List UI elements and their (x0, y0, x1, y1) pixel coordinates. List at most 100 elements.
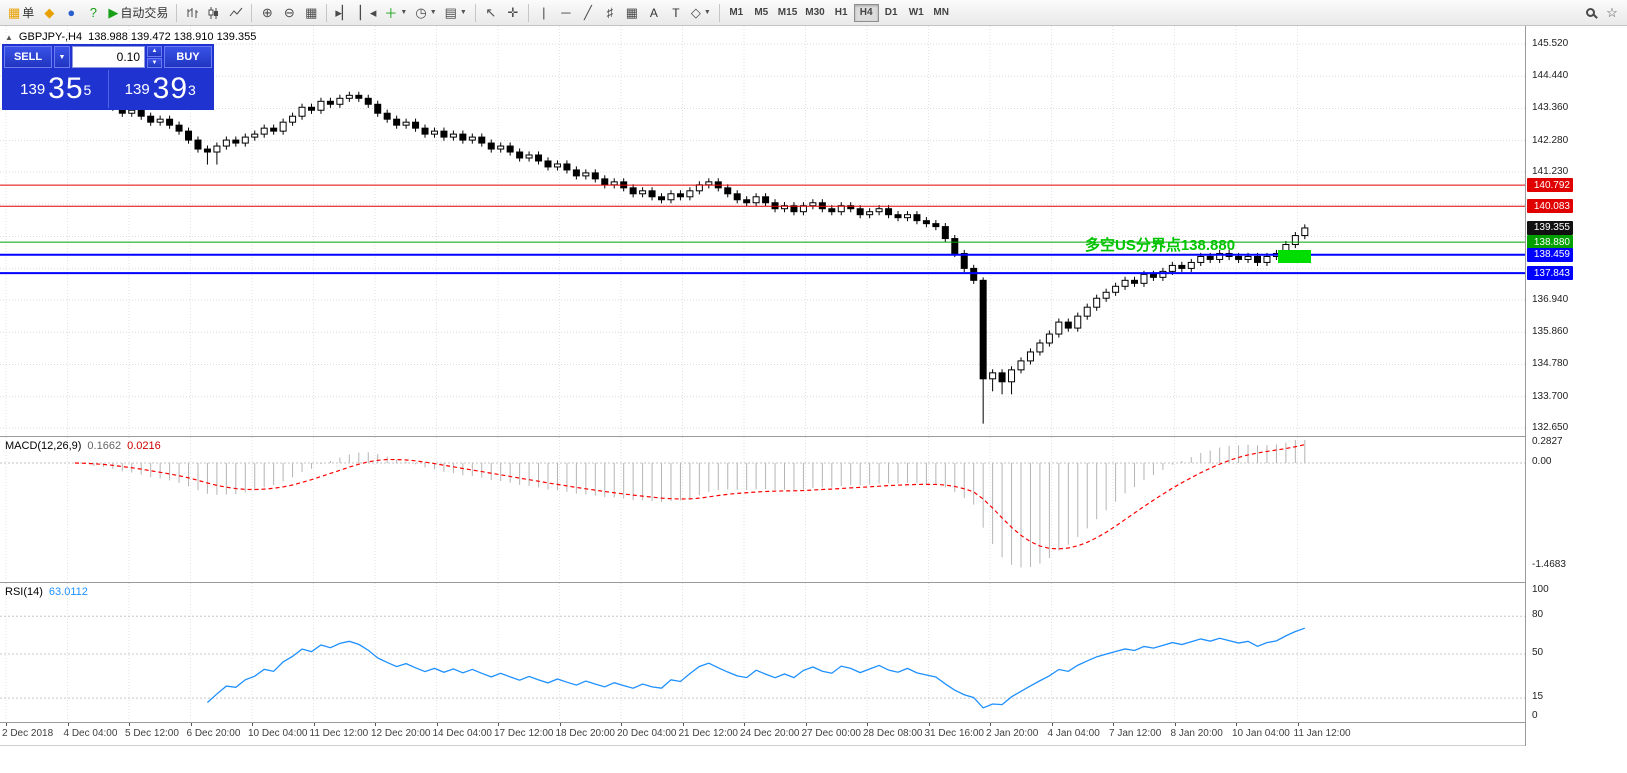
time-label: 11 Jan 12:00 (1293, 728, 1351, 739)
candlestick-button[interactable] (203, 2, 225, 24)
templates-button[interactable]: ▤ ▼ (441, 2, 471, 24)
clock-icon: ◷ (415, 4, 427, 20)
star-icon: ☆ (1606, 4, 1618, 20)
time-tick (436, 723, 438, 726)
time-label: 7 Jan 12:00 (1109, 728, 1162, 739)
time-tick (559, 723, 561, 726)
cursor-button[interactable]: ↖ (480, 2, 502, 24)
trendline-icon: ╱ (583, 4, 592, 20)
shapes-button[interactable]: ◇ ▼ (687, 2, 715, 24)
macd-panel[interactable]: MACD(12,26,9) 0.1662 0.0216 (0, 436, 1525, 581)
macd-main-value: 0.1662 (87, 440, 122, 452)
community-button[interactable]: ● (60, 2, 82, 24)
macd-name: MACD(12,26,9) (5, 440, 82, 452)
favorites-button[interactable]: ☆ (1601, 2, 1623, 24)
chart-shift-button[interactable]: ▏◂ (356, 2, 381, 24)
price-divider (107, 70, 109, 108)
auto-scroll-icon: ▸▏ (335, 4, 352, 20)
timeframe-group: M1 M5 M15 M30 H1 H4 D1 W1 MN (724, 3, 954, 22)
help-button[interactable]: ? (82, 2, 104, 24)
indicators-button[interactable]: ＋ ▼ (380, 2, 411, 24)
zoom-out-button[interactable]: ⊖ (278, 2, 300, 24)
person-icon: ● (67, 5, 76, 20)
chevron-down-icon: ▼ (703, 9, 711, 16)
vline-button[interactable]: | (533, 2, 555, 24)
toolbar: ▦ 单 ◆ ● ? ▶ 自动交易 ⊕ ⊖ ▦ ▸▏ ▏◂ ＋ ▼ ◷ ▼ ▤ ▼ ↖ (0, 0, 1627, 26)
time-tick (682, 723, 684, 726)
text-tool-button[interactable]: A (643, 2, 665, 24)
chart-header: ▲ GBPJPY-,H4 138.988 139.472 138.910 139… (5, 31, 256, 43)
highlight-rectangle[interactable] (1278, 250, 1311, 263)
crosshair-icon: ✛ (507, 4, 519, 20)
trade-panel-controls: SELL ▼ 0.10 ▲ ▼ BUY (4, 46, 212, 68)
rsi-panel[interactable]: RSI(14) 63.0112 (0, 582, 1525, 721)
volume-down-button[interactable]: ▼ (147, 57, 162, 68)
timeframe-w1[interactable]: W1 (908, 7, 924, 18)
auto-scroll-button[interactable]: ▸▏ (331, 2, 356, 24)
bar-chart-button[interactable] (181, 2, 203, 24)
time-label: 5 Dec 12:00 (125, 728, 179, 739)
ask-price[interactable]: 139 39 3 (109, 70, 213, 108)
template-icon: ▤ (444, 4, 457, 20)
text-label-button[interactable]: T (665, 2, 687, 24)
price-tick: 141.230 (1532, 166, 1569, 177)
macd-canvas[interactable] (0, 437, 1525, 581)
tile-windows-button[interactable]: ▦ (300, 2, 322, 24)
price-chart-panel[interactable]: ▲ GBPJPY-,H4 138.988 139.472 138.910 139… (0, 26, 1525, 435)
hline-button[interactable]: ─ (555, 2, 577, 24)
crosshair-button[interactable]: ✛ (502, 2, 524, 24)
bid-price[interactable]: 139 35 5 (4, 70, 108, 108)
zoom-in-button[interactable]: ⊕ (256, 2, 278, 24)
rsi-tick: 0 (1532, 710, 1538, 721)
timeframe-m15[interactable]: M15 (777, 7, 798, 18)
price-line-badge: 140.083 (1527, 199, 1573, 214)
time-tick (1236, 723, 1237, 726)
price-chart-canvas[interactable] (0, 26, 1525, 435)
timeframe-m1[interactable]: M1 (729, 7, 744, 18)
rsi-canvas[interactable] (0, 583, 1525, 721)
timeframe-m5[interactable]: M5 (754, 7, 769, 18)
separator (718, 3, 720, 22)
timeframe-h1[interactable]: H1 (834, 7, 848, 18)
time-tick (1297, 723, 1299, 726)
periods-button[interactable]: ◷ ▼ (411, 2, 440, 24)
price-tick: 144.440 (1532, 70, 1569, 82)
trendline-button[interactable]: ╱ (577, 2, 599, 24)
bar-chart-icon (187, 7, 199, 18)
chart-text-annotation[interactable]: 多空US分界点138.880 (1085, 237, 1236, 254)
timeframe-d1[interactable]: D1 (884, 7, 898, 18)
volume-up-button[interactable]: ▲ (147, 46, 162, 57)
new-order-label: 单 (22, 6, 35, 20)
search-button[interactable] (1579, 2, 1601, 24)
price-axis[interactable]: 145.520 144.440 143.360 142.280 141.230 136.9… (1525, 26, 1627, 746)
chevron-down-icon: ▼ (429, 9, 437, 16)
zoom-out-icon: ⊖ (283, 4, 295, 20)
vertical-line-icon: | (542, 5, 546, 20)
volume-dropdown[interactable]: ▼ (54, 46, 70, 68)
line-chart-button[interactable] (225, 2, 247, 24)
text-tool-label: A (649, 5, 658, 20)
timeframe-h4[interactable]: H4 (853, 3, 879, 22)
volume-input[interactable]: 0.10 (72, 46, 145, 68)
time-label: 31 Dec 16:00 (924, 728, 985, 739)
time-label: 4 Dec 04:00 (63, 728, 118, 739)
metaquotes-button[interactable]: ◆ (38, 2, 60, 24)
help-icon: ? (89, 5, 97, 20)
time-tick (928, 723, 930, 726)
time-axis[interactable]: 2 Dec 2018 4 Dec 04:00 5 Dec 12:00 6 Dec 20… (0, 722, 1525, 746)
timeframe-m30[interactable]: M30 (805, 7, 825, 18)
time-tick (990, 723, 991, 726)
fibonacci-icon: ♯ (606, 5, 614, 20)
separator (176, 3, 178, 22)
autotrading-button[interactable]: ▶ 自动交易 (104, 2, 172, 24)
rsi-tick: 50 (1532, 647, 1544, 658)
timeframe-mn[interactable]: MN (933, 7, 949, 18)
fibonacci-button[interactable]: ♯ (599, 2, 621, 24)
buy-button[interactable]: BUY (164, 46, 212, 68)
rsi-name: RSI(14) (5, 586, 43, 598)
sell-button[interactable]: SELL (4, 46, 52, 68)
ask-prefix: 139 (124, 80, 150, 98)
new-order-button[interactable]: ▦ 单 (4, 2, 38, 24)
time-tick (1051, 723, 1053, 726)
grid-tool-button[interactable]: ▦ (621, 2, 643, 24)
